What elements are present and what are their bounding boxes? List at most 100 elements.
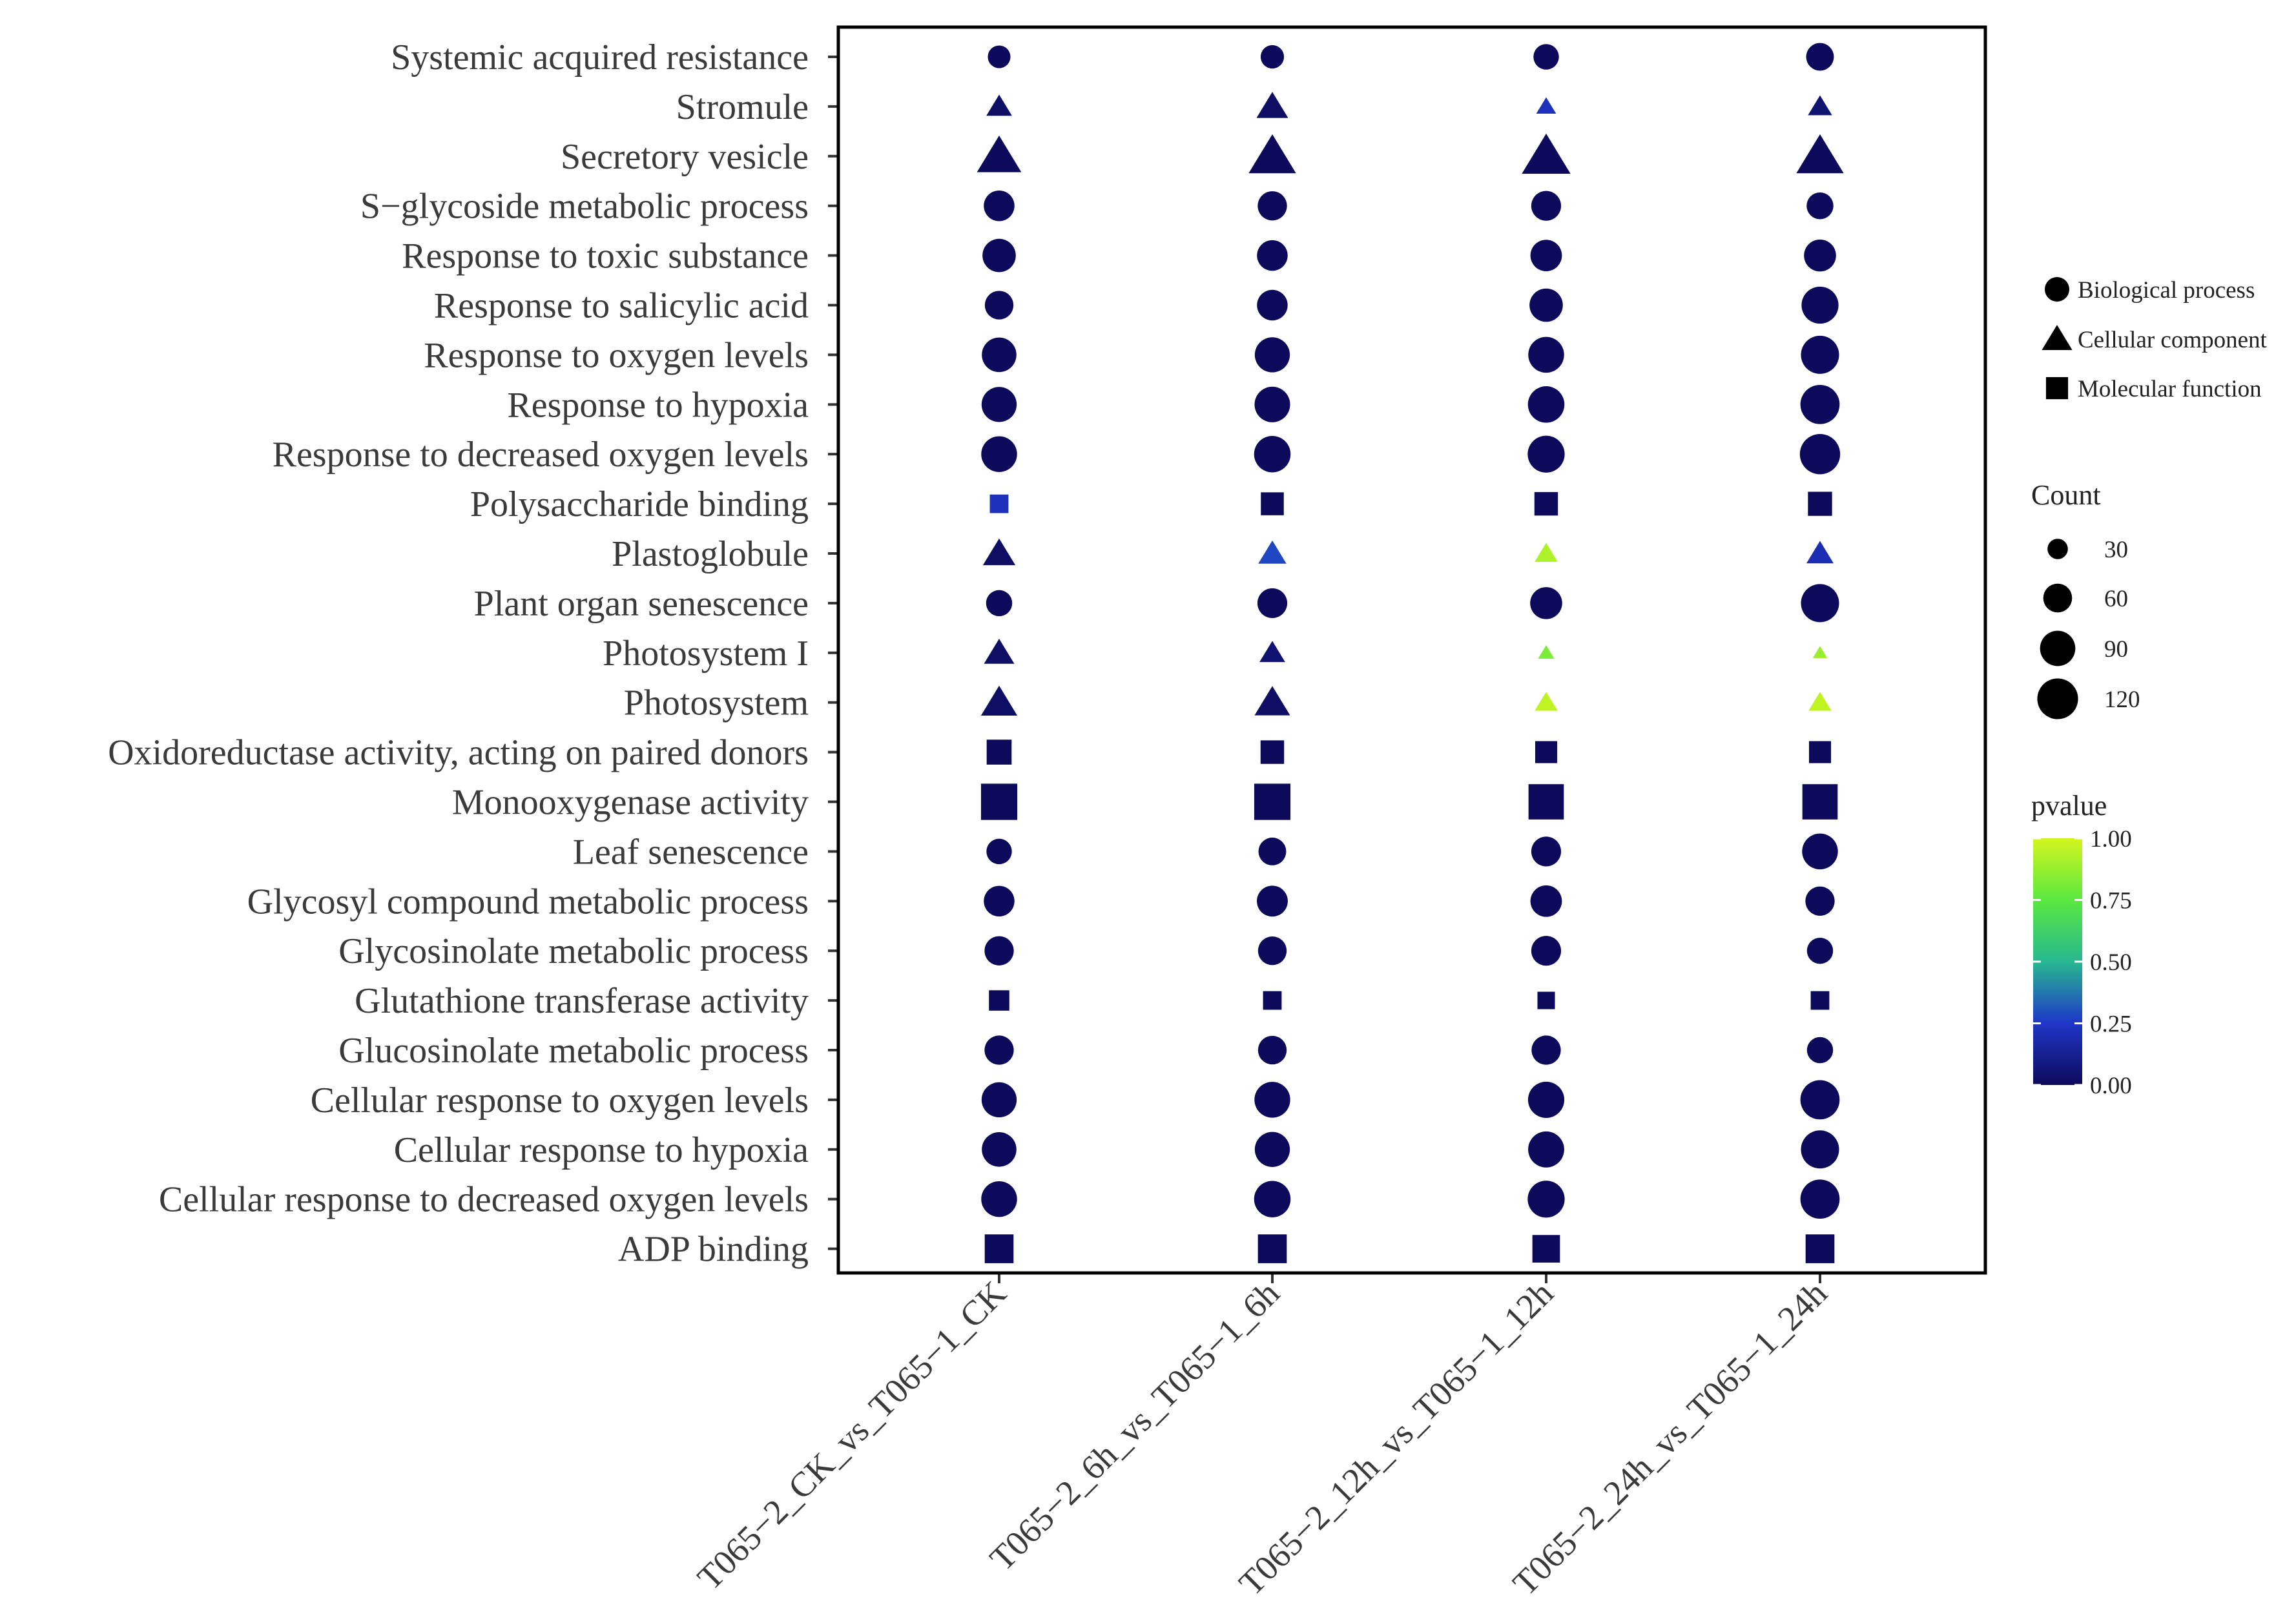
data-point [1528,1131,1564,1168]
data-point [1530,240,1562,271]
data-point [981,387,1017,422]
data-point [1257,1035,1287,1065]
data-point [1527,1081,1565,1118]
data-point [1527,1181,1565,1218]
data-point [1802,784,1838,820]
y-tick-label: S−glycoside metabolic process [360,187,809,227]
data-point [1248,134,1296,174]
axis-ticks [828,56,1821,1283]
data-point [986,94,1012,116]
size-legend-label: 90 [2104,636,2128,663]
data-point [1806,192,1834,220]
size-legend-title: Count [2031,479,2101,511]
data-point [989,494,1009,513]
data-point [1535,692,1558,711]
square-legend-key [2045,377,2069,400]
data-point [1808,491,1832,516]
y-tick-label: Cellular response to oxygen levels [311,1080,809,1121]
data-point [1531,1035,1561,1065]
data-point [981,1082,1017,1118]
data-point [1528,336,1564,373]
data-point [1801,335,1839,374]
y-tick-label: Response to toxic substance [402,236,809,276]
data-points [977,43,1844,1263]
data-point [1806,43,1834,71]
size-legend-key [2043,583,2073,613]
y-tick-label: Plastoglobule [612,534,809,574]
size-legend-label: 60 [2104,586,2128,612]
data-point [1806,937,1834,964]
data-point [1254,783,1291,820]
pvalue-colorbar-legend: pvalue 1.00 0.75 0.50 0.25 0.00 [2031,790,2132,1099]
data-point [1801,286,1839,324]
y-tick-label: Polysaccharide binding [470,484,809,524]
pvalue-colorbar [2033,838,2082,1085]
data-point [1812,646,1828,658]
y-tick-label: Response to oxygen levels [424,335,809,375]
data-point [1531,191,1562,221]
shape-legend-label: Molecular function [2078,376,2262,402]
data-point [984,936,1014,966]
data-point [984,1035,1014,1065]
size-legend-key [2040,630,2076,666]
data-point [1260,740,1285,764]
data-point [1254,337,1290,373]
data-point [1528,784,1564,820]
data-point [1531,936,1562,966]
y-tick-label: Glycosyl compound metabolic process [247,882,809,922]
data-point [1257,289,1288,321]
data-point [1257,885,1288,917]
data-point [980,685,1018,716]
data-point [1536,97,1557,114]
size-legend-key [2037,678,2078,719]
data-point [1533,44,1559,70]
data-point [1800,1080,1840,1120]
y-tick-label: Cellular response to hypoxia [394,1130,809,1170]
size-legend-key [2047,539,2068,559]
y-tick-label: Response to hypoxia [507,385,809,425]
data-point [1530,587,1562,619]
data-point [1257,936,1287,966]
data-point [1527,386,1565,423]
data-point [1537,991,1555,1009]
data-point [1801,1130,1839,1169]
data-point [984,190,1015,222]
data-point [984,1234,1014,1263]
data-point [1801,584,1839,623]
data-point [986,590,1013,617]
plot-panel-border [836,25,1987,1275]
data-point [1260,45,1285,69]
data-point [1257,588,1288,618]
data-point [1810,991,1830,1010]
data-point [1257,1234,1287,1263]
colorbar-tick-label: 0.00 [2090,1073,2132,1099]
data-point [1263,991,1282,1010]
data-point [1532,1235,1560,1263]
data-point [1531,836,1562,867]
data-point [1258,837,1287,865]
y-tick-label: Glycosinolate metabolic process [338,931,809,971]
data-point [986,739,1012,765]
data-point [982,337,1017,373]
data-point [981,436,1017,472]
y-tick-label: Oxidoreductase activity, acting on paire… [108,733,809,773]
data-point [1254,1082,1290,1118]
data-point [1535,542,1558,562]
y-tick-label: Plant organ senescence [474,584,809,624]
colorbar-tick-label: 0.50 [2090,949,2132,976]
data-point [1261,492,1284,515]
data-point [1808,692,1832,711]
y-tick-label: Photosystem I [603,634,809,674]
colorbar-tick-label: 0.25 [2090,1011,2132,1038]
data-point [986,838,1012,865]
data-point [1259,641,1285,663]
data-point [1538,645,1555,659]
data-point [1808,741,1832,763]
y-tick-label: Monooxygenase activity [452,783,809,823]
data-point [982,538,1016,566]
data-point [1804,239,1836,272]
data-point [982,1132,1017,1167]
